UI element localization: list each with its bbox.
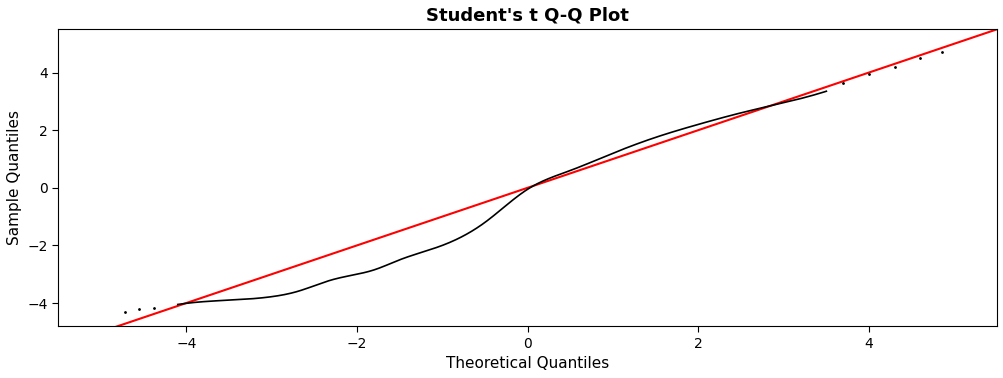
X-axis label: Theoretical Quantiles: Theoretical Quantiles	[445, 356, 609, 371]
Title: Student's t Q-Q Plot: Student's t Q-Q Plot	[426, 7, 629, 25]
Y-axis label: Sample Quantiles: Sample Quantiles	[7, 110, 22, 245]
